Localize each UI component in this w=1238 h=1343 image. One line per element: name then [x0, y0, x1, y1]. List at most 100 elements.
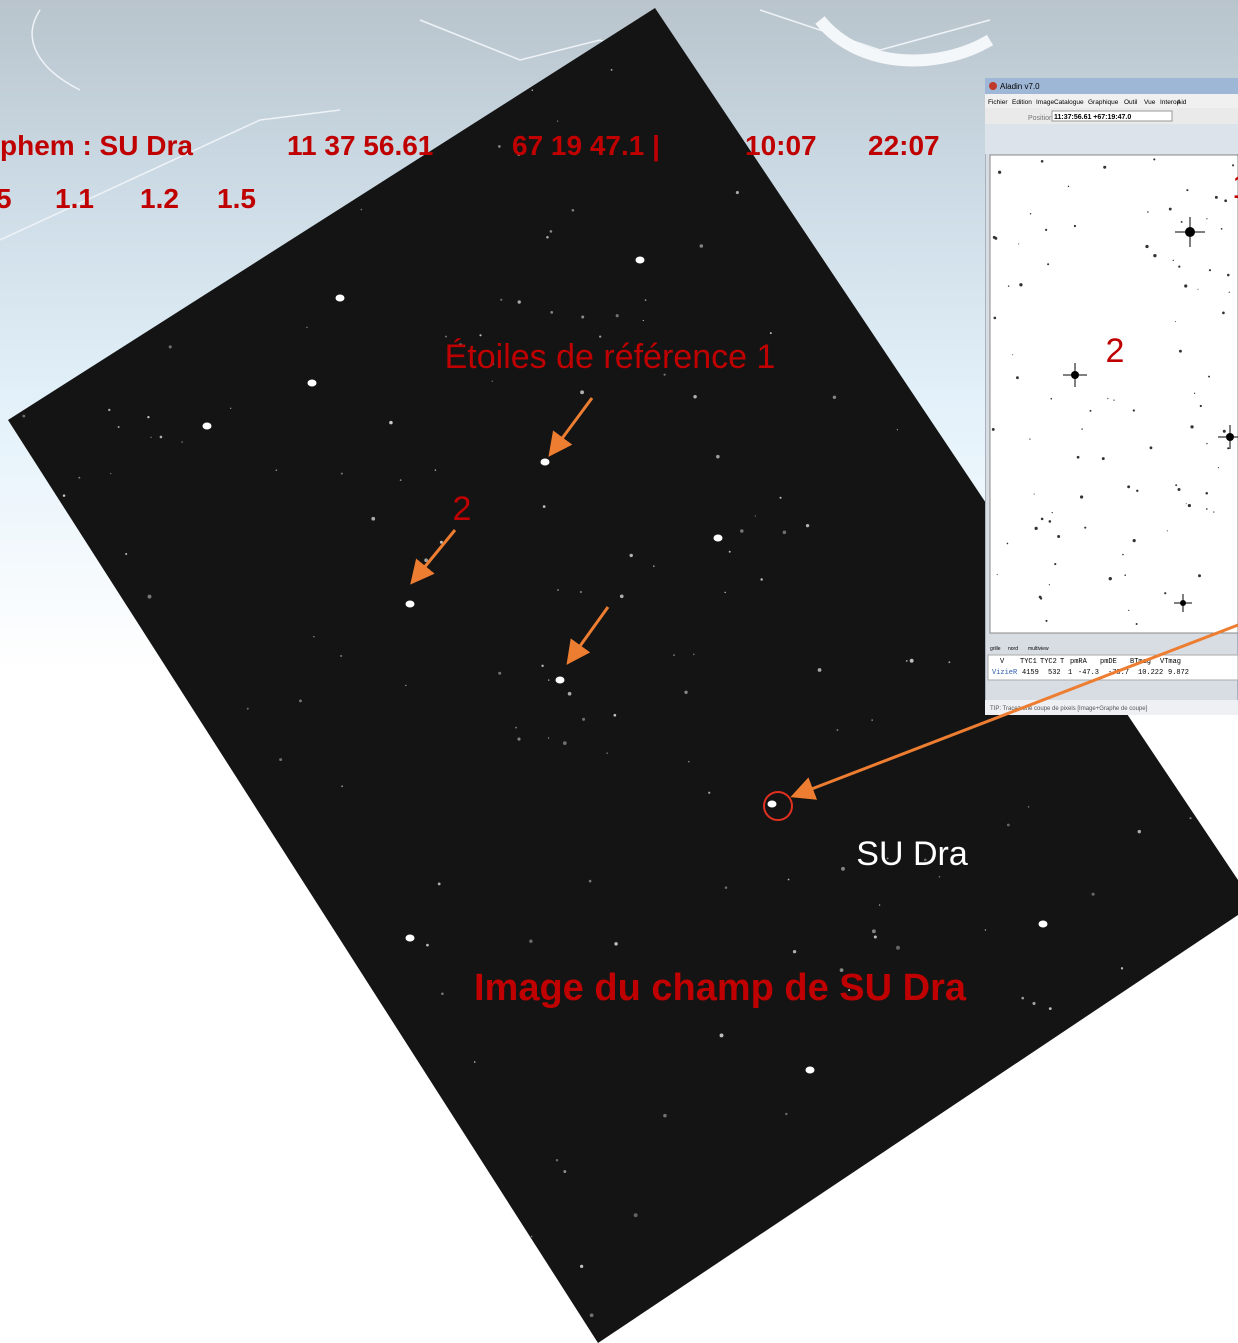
- faint-star: [729, 551, 731, 553]
- faint-star: [313, 636, 314, 637]
- faint-star: [546, 236, 549, 239]
- aladin-faint-star: [993, 236, 996, 239]
- aladin-faint-star: [1206, 443, 1207, 444]
- faint-star: [1021, 997, 1024, 1000]
- aladin-faint-star: [1169, 208, 1172, 211]
- faint-star: [688, 761, 690, 763]
- aladin-faint-star: [1227, 447, 1229, 449]
- faint-star: [740, 529, 744, 533]
- faint-star: [700, 244, 704, 248]
- position-label: Position: [1028, 115, 1053, 122]
- aladin-faint-star: [1209, 269, 1211, 271]
- faint-star: [541, 665, 543, 667]
- aladin-faint-star: [1034, 494, 1035, 495]
- star: [768, 801, 777, 808]
- faint-star: [673, 654, 675, 656]
- faint-star: [550, 311, 553, 314]
- faint-star: [515, 727, 517, 729]
- faint-star: [793, 950, 796, 953]
- faint-star: [518, 300, 521, 303]
- table-header-cell: VTmag: [1160, 658, 1181, 666]
- faint-star: [563, 741, 567, 745]
- aladin-faint-star: [1057, 535, 1060, 538]
- aladin-faint-star: [1049, 584, 1050, 585]
- faint-star: [110, 473, 111, 474]
- aladin-faint-star: [1186, 503, 1187, 504]
- faint-star: [63, 494, 66, 497]
- aladin-faint-star: [1218, 467, 1219, 468]
- table-cell: 532: [1048, 669, 1061, 677]
- aladin-faint-star: [1030, 213, 1031, 214]
- faint-star: [147, 416, 149, 418]
- faint-star: [606, 752, 608, 754]
- faint-star: [770, 332, 772, 334]
- faint-star: [716, 455, 720, 459]
- aladin-faint-star: [997, 574, 998, 575]
- aladin-marker-2: 2: [1106, 332, 1125, 370]
- aladin-faint-star: [1147, 211, 1149, 213]
- faint-star: [299, 700, 302, 703]
- faint-star: [872, 929, 876, 933]
- header-item: 11 37 56.61: [287, 130, 433, 161]
- faint-star: [400, 479, 402, 481]
- faint-star: [871, 719, 872, 720]
- aladin-faint-star: [994, 317, 997, 320]
- aladin-faint-star: [1178, 266, 1180, 268]
- table-cell: 9.872: [1168, 669, 1189, 677]
- target-label: SU Dra: [856, 835, 968, 873]
- faint-star: [441, 992, 444, 995]
- faint-star: [479, 334, 481, 336]
- aladin-faint-star: [1018, 243, 1019, 244]
- faint-star: [693, 654, 695, 656]
- faint-star: [939, 876, 941, 878]
- aladin-faint-star: [1136, 623, 1138, 625]
- aladin-faint-star: [1109, 577, 1112, 580]
- faint-star: [1007, 824, 1010, 827]
- faint-star: [910, 659, 914, 663]
- faint-star: [532, 89, 533, 90]
- faint-star: [1189, 817, 1191, 819]
- faint-star: [543, 505, 546, 508]
- aladin-faint-star: [1107, 398, 1108, 399]
- aladin-faint-star: [1124, 574, 1126, 576]
- menu-item: Vue: [1144, 99, 1156, 106]
- aladin-faint-star: [1145, 245, 1148, 248]
- faint-star: [572, 209, 575, 212]
- aladin-faint-star: [1186, 189, 1188, 191]
- star: [806, 1067, 815, 1074]
- reference-label: Étoiles de référence 1: [445, 338, 776, 376]
- faint-star: [500, 299, 502, 301]
- faint-star: [874, 936, 877, 939]
- aladin-faint-star: [1136, 490, 1138, 492]
- aladin-faint-star: [1179, 350, 1182, 353]
- header-item: 22:07: [868, 130, 940, 161]
- aladin-faint-star: [1178, 488, 1181, 491]
- faint-star: [614, 714, 617, 717]
- faint-star: [841, 867, 845, 871]
- faint-star: [341, 785, 343, 787]
- faint-star: [581, 316, 584, 319]
- aladin-faint-star: [1081, 428, 1082, 429]
- faint-star: [557, 589, 559, 591]
- faint-star: [492, 381, 493, 382]
- header-item: 5: [0, 183, 12, 214]
- faint-star: [341, 473, 343, 475]
- faint-star: [435, 469, 436, 470]
- header-item: phem : SU Dra: [0, 130, 193, 161]
- faint-star: [760, 578, 762, 580]
- header-item: 10:07: [745, 130, 817, 161]
- faint-star: [806, 524, 809, 527]
- faint-star: [755, 515, 756, 516]
- aladin-faint-star: [1206, 508, 1208, 510]
- aladin-faint-star: [1229, 292, 1230, 293]
- aladin-faint-star: [1232, 164, 1234, 166]
- faint-star: [580, 390, 584, 394]
- faint-star: [906, 660, 908, 662]
- faint-star: [118, 426, 120, 428]
- header-item: 1.2: [140, 183, 179, 214]
- faint-star: [529, 940, 532, 943]
- faint-star: [620, 594, 624, 598]
- aladin-faint-star: [1133, 539, 1136, 542]
- aladin-faint-star: [1035, 527, 1038, 530]
- faint-star: [230, 408, 231, 409]
